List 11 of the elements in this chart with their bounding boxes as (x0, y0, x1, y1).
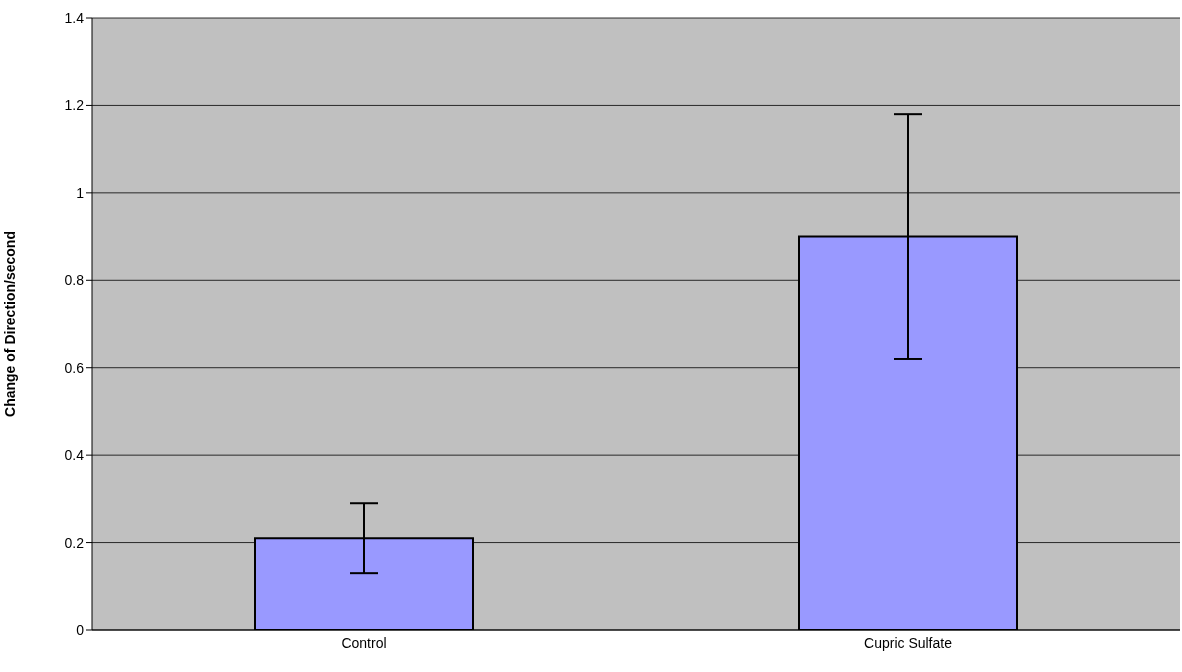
y-tick-label: 0.4 (64, 447, 85, 464)
x-tick-label: Control (341, 634, 387, 651)
x-tick-label: Cupric Sulfate (864, 634, 953, 651)
y-tick-label: 0.8 (64, 272, 85, 289)
y-tick-label: 1.2 (64, 97, 85, 114)
y-axis-title: Change of Direction/second (1, 231, 18, 417)
y-tick-label: 0 (76, 621, 85, 638)
y-tick-label: 1.4 (64, 9, 85, 26)
y-tick-label: 1 (76, 184, 85, 201)
y-tick-label: 0.2 (64, 534, 85, 551)
y-tick-label: 0.6 (64, 359, 85, 376)
